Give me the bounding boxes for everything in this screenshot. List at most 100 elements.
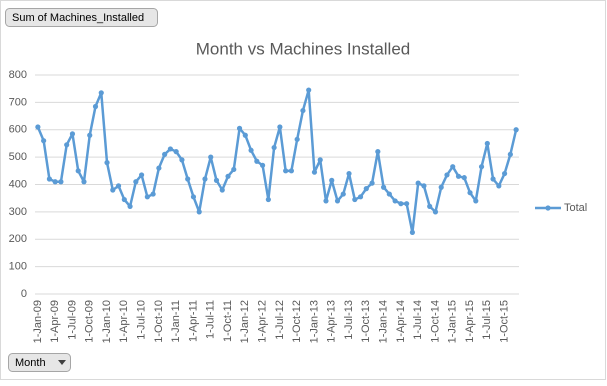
point <box>144 194 150 200</box>
x-tick-label: 1-Oct-15 <box>499 300 511 343</box>
point <box>213 177 220 183</box>
point <box>271 144 277 151</box>
x-tick-label: 1-Jul-13 <box>343 300 355 340</box>
x-tick-label: 1-Jul-14 <box>412 300 424 340</box>
point <box>450 164 456 170</box>
point <box>236 125 243 131</box>
point <box>513 127 519 133</box>
point <box>104 160 110 166</box>
point <box>306 87 312 93</box>
point <box>110 187 116 193</box>
point <box>427 203 433 209</box>
x-tick-label: 1-Apr-14 <box>395 300 407 343</box>
point <box>392 198 398 204</box>
point <box>409 229 416 236</box>
x-tick-label: 1-Oct-10 <box>153 300 165 343</box>
point <box>156 165 162 171</box>
point <box>346 170 352 177</box>
point <box>357 194 364 200</box>
x-tick-label: 1-Jul-11 <box>205 300 217 339</box>
x-tick-label: 1-Jan-12 <box>239 300 251 343</box>
point <box>179 157 185 163</box>
point <box>415 180 421 186</box>
point <box>317 157 323 163</box>
point <box>386 191 392 197</box>
x-tick-label: 1-Jul-10 <box>136 300 148 340</box>
x-tick-label: 1-Apr-09 <box>49 300 61 343</box>
point <box>334 198 341 204</box>
x-tick-label: 1-Jan-09 <box>32 300 44 343</box>
x-tick-label: 1-Oct-11 <box>222 300 234 342</box>
x-tick-label: 1-Apr-13 <box>326 300 338 343</box>
point <box>444 172 450 178</box>
point <box>52 179 58 185</box>
x-tick-label: 1-Apr-15 <box>464 300 476 343</box>
x-tick-label: 1-Apr-10 <box>118 300 130 343</box>
point <box>421 183 427 189</box>
point <box>225 173 231 179</box>
x-tick-label: 1-Jul-15 <box>481 300 493 340</box>
x-tick-label: 1-Jan-14 <box>378 300 390 343</box>
y-tick-label: 300 <box>9 206 27 218</box>
value-field-label: Sum of Machines_Installed <box>12 12 144 24</box>
point <box>404 201 410 207</box>
point <box>484 140 490 147</box>
point <box>375 149 381 155</box>
value-field-button[interactable] <box>5 8 158 27</box>
point <box>248 147 254 153</box>
x-tick-label: 1-Jan-11 <box>170 300 182 343</box>
point <box>311 169 318 175</box>
point <box>438 184 444 190</box>
point <box>92 103 99 110</box>
point <box>288 168 295 174</box>
point <box>190 194 197 200</box>
point <box>242 132 248 138</box>
point <box>231 166 237 173</box>
point <box>507 151 513 157</box>
point <box>64 142 70 148</box>
y-tick-label: 700 <box>9 96 27 108</box>
point <box>294 136 300 142</box>
point <box>46 176 53 182</box>
chart-title: Month vs Machines Installed <box>196 39 411 58</box>
y-tick-label: 500 <box>9 151 27 163</box>
point <box>369 180 375 186</box>
axis-field-button[interactable] <box>8 353 71 372</box>
point <box>75 168 81 174</box>
point <box>490 176 496 182</box>
point <box>58 179 64 185</box>
point <box>121 196 127 203</box>
x-tick-label: 1-Jan-13 <box>308 300 320 343</box>
point <box>115 183 122 189</box>
x-tick-label: 1-Jan-10 <box>101 300 113 343</box>
point <box>300 107 306 114</box>
x-tick-label: 1-Apr-11 <box>187 300 199 342</box>
point <box>329 177 335 183</box>
point <box>455 173 462 179</box>
point <box>467 190 473 196</box>
point <box>173 149 179 155</box>
x-tick-label: 1-Jan-15 <box>447 300 459 343</box>
point <box>283 168 289 174</box>
point <box>478 164 485 170</box>
point <box>138 172 145 178</box>
point <box>398 201 404 207</box>
point <box>432 209 439 215</box>
point <box>127 203 133 209</box>
point <box>150 191 156 197</box>
point <box>473 198 479 204</box>
x-tick-label: 1-Apr-12 <box>257 300 269 343</box>
legend-marker <box>545 205 551 211</box>
x-tick-label: 1-Oct-14 <box>429 300 441 343</box>
point <box>162 151 168 157</box>
x-tick-label: 1-Jul-09 <box>66 300 78 340</box>
point <box>69 131 76 137</box>
dropdown-arrow <box>58 360 66 365</box>
y-tick-label: 0 <box>21 288 27 300</box>
point <box>167 146 174 152</box>
point <box>461 175 467 181</box>
point <box>41 138 47 144</box>
y-tick-label: 600 <box>9 124 27 136</box>
axis-field-label: Month <box>15 357 46 369</box>
